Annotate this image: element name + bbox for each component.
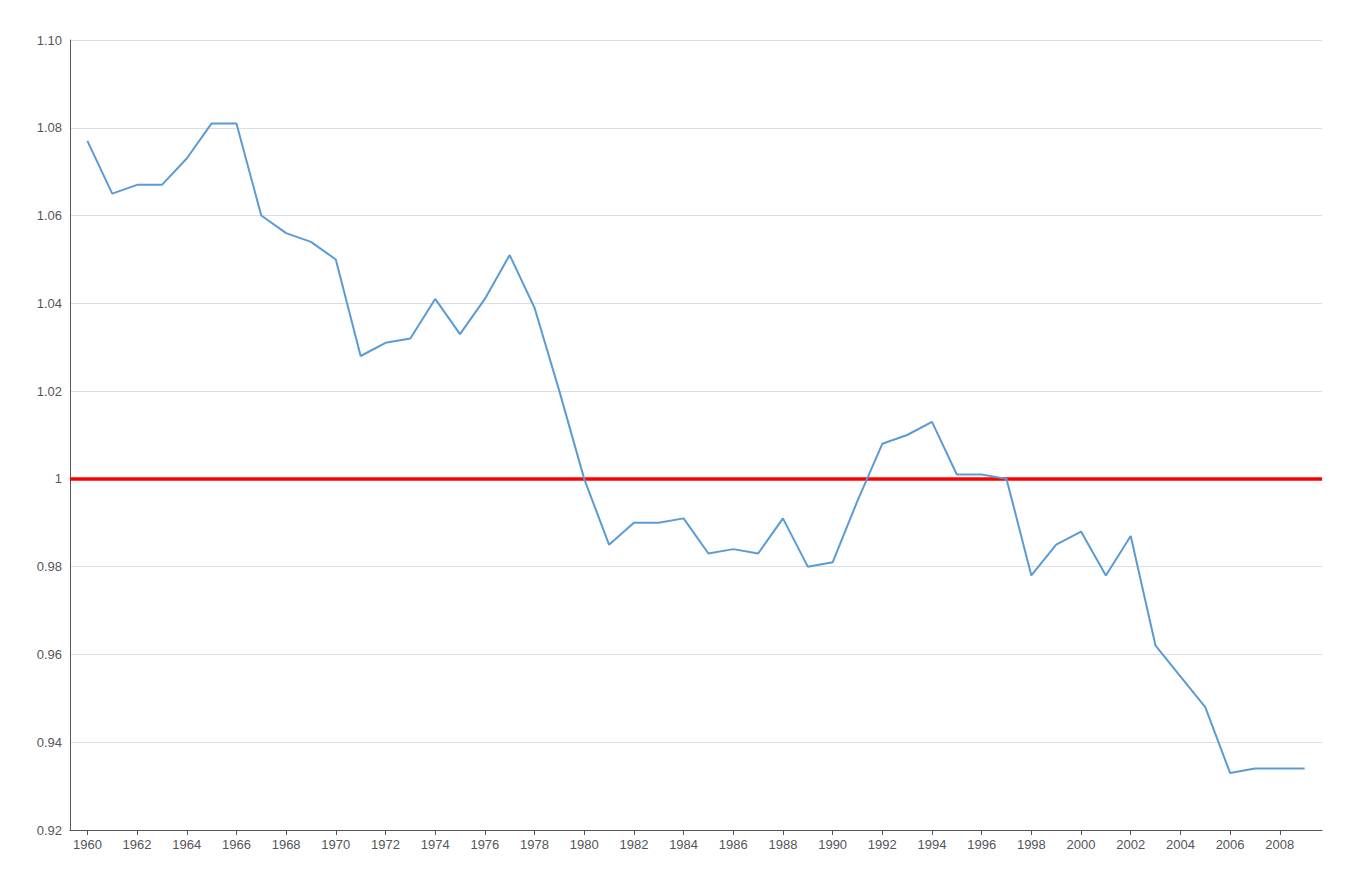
svg-text:1: 1 [55, 471, 62, 486]
svg-text:1.02: 1.02 [37, 384, 62, 399]
svg-text:1982: 1982 [619, 837, 648, 852]
svg-text:1978: 1978 [520, 837, 549, 852]
svg-text:1972: 1972 [371, 837, 400, 852]
svg-text:1970: 1970 [321, 837, 350, 852]
svg-text:1.06: 1.06 [37, 208, 62, 223]
svg-text:1968: 1968 [272, 837, 301, 852]
svg-text:1988: 1988 [768, 837, 797, 852]
svg-text:0.96: 0.96 [37, 647, 62, 662]
svg-text:1966: 1966 [222, 837, 251, 852]
svg-text:0.98: 0.98 [37, 559, 62, 574]
svg-text:1976: 1976 [470, 837, 499, 852]
svg-text:2008: 2008 [1265, 837, 1294, 852]
svg-text:1992: 1992 [868, 837, 897, 852]
svg-text:2002: 2002 [1116, 837, 1145, 852]
svg-text:1990: 1990 [818, 837, 847, 852]
svg-text:1986: 1986 [719, 837, 748, 852]
svg-text:1.08: 1.08 [37, 120, 62, 135]
svg-text:2006: 2006 [1216, 837, 1245, 852]
svg-text:2000: 2000 [1067, 837, 1096, 852]
svg-text:1996: 1996 [967, 837, 996, 852]
svg-text:1.04: 1.04 [37, 296, 62, 311]
svg-text:1.10: 1.10 [37, 33, 62, 48]
svg-text:2004: 2004 [1166, 837, 1195, 852]
svg-text:1960: 1960 [73, 837, 102, 852]
svg-text:1964: 1964 [172, 837, 201, 852]
svg-text:0.94: 0.94 [37, 735, 62, 750]
svg-text:1974: 1974 [421, 837, 450, 852]
svg-text:1984: 1984 [669, 837, 698, 852]
svg-text:0.92: 0.92 [37, 823, 62, 838]
svg-text:1962: 1962 [123, 837, 152, 852]
svg-text:1980: 1980 [570, 837, 599, 852]
svg-text:1994: 1994 [918, 837, 947, 852]
svg-text:1998: 1998 [1017, 837, 1046, 852]
